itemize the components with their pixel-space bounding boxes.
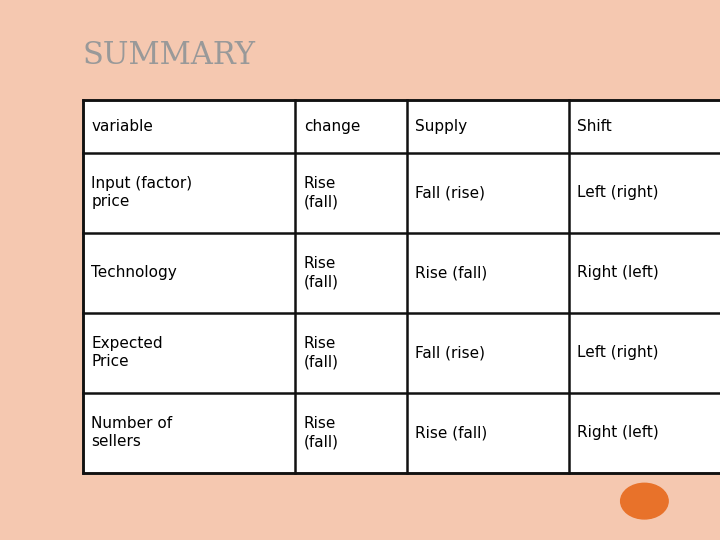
Text: Rise
(fall): Rise (fall) xyxy=(304,336,339,369)
Text: Left (right): Left (right) xyxy=(577,185,659,200)
Text: Technology: Technology xyxy=(91,265,177,280)
Text: Supply: Supply xyxy=(415,119,467,134)
Text: Fall (rise): Fall (rise) xyxy=(415,345,485,360)
Text: Fall (rise): Fall (rise) xyxy=(415,185,485,200)
Text: Right (left): Right (left) xyxy=(577,265,660,280)
Text: Expected
Price: Expected Price xyxy=(91,336,163,369)
Text: Rise (fall): Rise (fall) xyxy=(415,265,487,280)
FancyBboxPatch shape xyxy=(83,100,720,472)
Text: Rise
(fall): Rise (fall) xyxy=(304,176,339,210)
Circle shape xyxy=(621,483,668,519)
Text: Rise
(fall): Rise (fall) xyxy=(304,256,339,289)
Text: SUMMARY: SUMMARY xyxy=(83,40,256,71)
Text: Input (factor)
price: Input (factor) price xyxy=(91,176,192,210)
Text: Left (right): Left (right) xyxy=(577,345,659,360)
Text: Number of
sellers: Number of sellers xyxy=(91,416,173,449)
Text: variable: variable xyxy=(91,119,153,134)
Text: Rise
(fall): Rise (fall) xyxy=(304,416,339,449)
Text: Right (left): Right (left) xyxy=(577,425,660,440)
Text: Shift: Shift xyxy=(577,119,612,134)
Text: Rise (fall): Rise (fall) xyxy=(415,425,487,440)
Text: change: change xyxy=(304,119,360,134)
